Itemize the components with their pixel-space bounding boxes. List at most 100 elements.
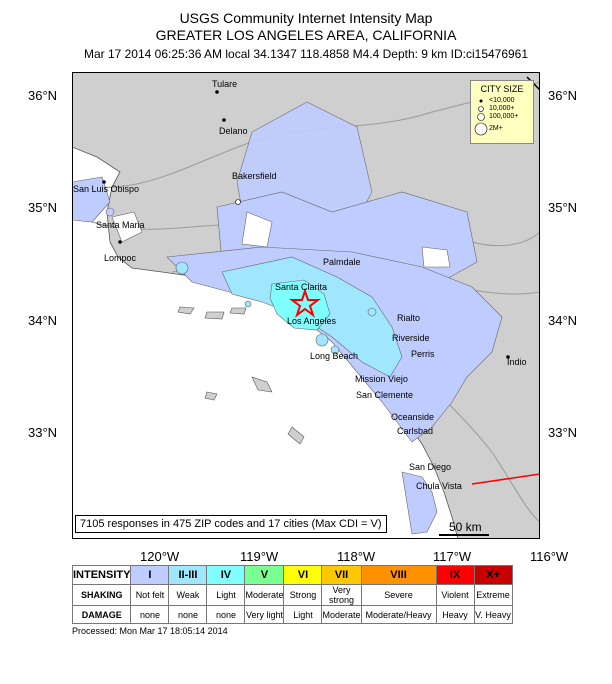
city-label-riverside: Riverside — [392, 333, 430, 343]
city-marker-lompoc — [118, 240, 122, 244]
epicenter-star[interactable] — [289, 287, 321, 318]
intensity-row: INTENSITY I II-III IV V VI VII VIII IX X… — [71, 565, 513, 585]
shaking-cell: Extreme — [473, 584, 513, 606]
shaking-cell: Moderate — [244, 584, 285, 606]
intensity-cell: I — [130, 565, 170, 585]
lon-label-117: 117°W — [433, 549, 472, 564]
shaking-cell: Severe — [360, 584, 437, 606]
damage-cell: Moderate — [321, 605, 362, 624]
lat-label-35-right: 35°N — [548, 200, 578, 215]
city-marker-bakersfield — [235, 199, 241, 205]
city-marker-delano — [222, 118, 226, 122]
city-label-chula-vista: Chula Vista — [416, 481, 462, 491]
scale-bar-label: 50 km — [449, 520, 482, 534]
city-label-san-diego: San Diego — [409, 462, 452, 472]
city-label-indio: Indio — [507, 357, 527, 367]
city-size-item: 100,000+ — [489, 113, 519, 120]
city-label-tulare: Tulare — [212, 79, 238, 89]
city-response-dot — [315, 333, 329, 347]
lat-label-34-right: 34°N — [548, 313, 578, 328]
city-label-mission-viejo: Mission Viejo — [355, 374, 408, 384]
shaking-row: SHAKING Not felt Weak Light Moderate Str… — [71, 584, 513, 606]
city-label-santa-clarita: Santa Clarita — [275, 282, 328, 292]
city-label-carlsbad: Carlsbad — [397, 426, 434, 436]
lon-label-118: 118°W — [337, 549, 376, 564]
damage-cell: V. Heavy — [473, 605, 513, 624]
city-marker-tulare — [215, 90, 219, 94]
city-size-symbol — [477, 113, 485, 121]
shaking-cell: Light — [206, 584, 246, 606]
damage-cell: Very light — [244, 605, 285, 624]
map-title: USGS Community Internet Intensity Map — [179, 10, 433, 26]
intensity-header: INTENSITY — [71, 565, 132, 585]
intensity-cell: VII — [321, 565, 362, 585]
lon-label-120: 120°W — [140, 549, 180, 564]
city-size-symbol — [474, 122, 488, 136]
city-response-dot — [367, 307, 377, 317]
no-data-zone — [111, 211, 143, 243]
city-response-dot — [175, 261, 189, 275]
city-label-perris: Perris — [411, 349, 435, 359]
region-title: GREATER LOS ANGELES AREA, CALIFORNIA — [155, 27, 457, 43]
felt-area-san-diego — [401, 471, 438, 535]
map-frame — [72, 72, 540, 539]
lat-label-36-right: 36°N — [548, 88, 578, 103]
city-size-legend: CITY SIZE <10,000 10,000+ 100,000+ 2M+ — [470, 80, 534, 144]
city-label-rialto: Rialto — [397, 313, 421, 323]
no-data-zone — [241, 211, 273, 248]
city-response-dot — [330, 345, 340, 355]
lat-label-36: 36°N — [28, 88, 58, 103]
shaking-header: SHAKING — [71, 584, 132, 606]
shaking-cell: Strong — [283, 584, 323, 606]
intensity-map[interactable] — [72, 72, 540, 539]
processed-timestamp: Processed: Mon Mar 17 18:05:14 2014 — [72, 626, 228, 636]
map-canvas — [72, 72, 540, 539]
damage-cell: none — [130, 605, 170, 624]
city-label-santa-maria: Santa Maria — [96, 220, 145, 230]
intensity-cell: IX — [435, 565, 475, 585]
damage-cell: none — [206, 605, 246, 624]
city-label-san-luis-obispo: San Luis Obispo — [73, 184, 140, 194]
damage-header: DAMAGE — [71, 605, 132, 624]
city-size-symbol — [479, 99, 483, 103]
lon-label-116: 116°W — [530, 549, 569, 564]
lat-label-34: 34°N — [28, 313, 58, 328]
city-response-dot — [244, 300, 252, 308]
intensity-cell: II-III — [168, 565, 208, 585]
intensity-cell: VIII — [360, 565, 437, 585]
damage-cell: none — [168, 605, 208, 624]
island — [204, 391, 218, 401]
intensity-cell: IV — [206, 565, 246, 585]
event-info: Mar 17 2014 06:25:36 AM local 34.1347 11… — [83, 47, 529, 61]
shaking-cell: Very strong — [321, 584, 362, 606]
city-size-symbol — [478, 106, 484, 112]
island — [251, 376, 273, 393]
island — [229, 307, 247, 315]
island — [177, 306, 195, 315]
intensity-cell: X+ — [473, 565, 513, 585]
lon-label-119: 119°W — [240, 549, 279, 564]
city-size-item: 2M+ — [489, 125, 503, 132]
city-label-oceanside: Oceanside — [391, 412, 435, 422]
lat-label-35: 35°N — [28, 200, 58, 215]
border-line — [471, 473, 540, 485]
city-label-los-angeles: Los Angeles — [287, 316, 337, 326]
intensity-legend: INTENSITY I II-III IV V VI VII VIII IX X… — [71, 565, 513, 624]
city-marker-slo — [102, 180, 106, 184]
city-response-dot — [105, 207, 115, 217]
shaking-cell: Weak — [168, 584, 208, 606]
city-size-symbols — [474, 99, 488, 136]
felt-area-coast — [72, 176, 111, 223]
city-label-lompoc: Lompoc — [104, 253, 137, 263]
damage-cell: Heavy — [435, 605, 475, 624]
city-label-delano: Delano — [219, 126, 248, 136]
city-label-san-clemente: San Clemente — [356, 390, 414, 400]
city-marker-indio — [506, 355, 510, 359]
island — [287, 426, 305, 445]
city-label-long-beach: Long Beach — [310, 351, 359, 361]
no-data-zone — [421, 246, 451, 268]
city-label-palmdale: Palmdale — [323, 257, 361, 267]
lat-label-33-right: 33°N — [548, 425, 578, 440]
city-label-bakersfield: Bakersfield — [232, 171, 277, 181]
lat-label-33: 33°N — [28, 425, 58, 440]
